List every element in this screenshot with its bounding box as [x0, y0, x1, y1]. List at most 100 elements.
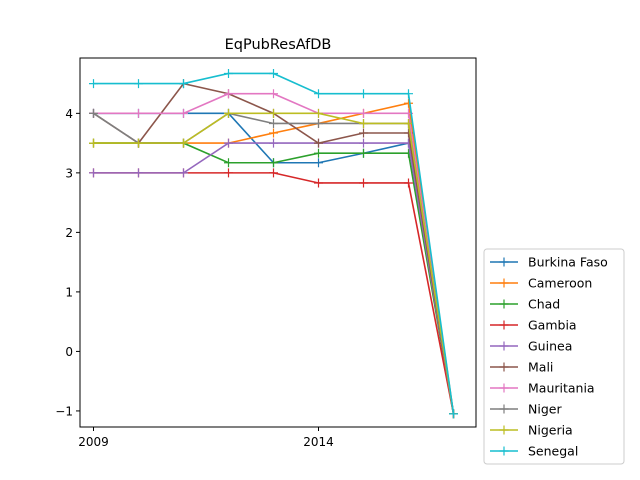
legend-item: Chad	[490, 297, 560, 312]
legend-item: Gambia	[490, 318, 577, 333]
data-point	[179, 138, 188, 148]
legend: Burkina Faso Cameroon Chad Gambia Guinea Mali…	[483, 248, 625, 465]
data-point	[224, 138, 233, 148]
plot-lines	[89, 68, 458, 419]
y-tick-label: 2	[65, 226, 73, 240]
data-point	[224, 68, 233, 78]
data-point	[89, 138, 98, 148]
series-3	[89, 168, 458, 419]
legend-label: Senegal	[528, 444, 578, 459]
data-point	[314, 138, 323, 148]
data-point	[314, 158, 323, 168]
data-point	[359, 118, 368, 128]
data-point	[269, 138, 278, 148]
data-point	[224, 108, 233, 118]
series-4	[89, 138, 458, 419]
data-point	[404, 178, 413, 188]
data-point	[179, 108, 188, 118]
series-6	[89, 89, 458, 419]
x-tick-label: 2014	[303, 435, 334, 449]
x-tick-label: 2009	[78, 435, 109, 449]
legend-label: Mali	[528, 360, 553, 375]
legend-item: Mali	[490, 360, 553, 375]
data-point	[224, 89, 233, 99]
data-point	[89, 108, 98, 118]
chart-title: EqPubResAfDB	[225, 37, 332, 53]
data-point	[269, 128, 278, 138]
legend-label: Gambia	[528, 318, 577, 333]
data-point	[134, 108, 143, 118]
data-point	[314, 118, 323, 128]
legend-label: Mauritania	[528, 381, 595, 396]
y-tick-label: −1	[55, 404, 73, 418]
plot-frame	[79, 57, 477, 428]
data-point	[134, 79, 143, 89]
data-point	[314, 108, 323, 118]
legend-marker	[499, 446, 509, 456]
series-line	[93, 172, 455, 415]
legend-marker	[499, 320, 509, 330]
y-tick-label: 3	[65, 166, 73, 180]
data-point	[179, 79, 188, 89]
legend-marker	[499, 362, 509, 372]
legend-label: Burkina Faso	[528, 255, 608, 270]
series-8	[89, 108, 458, 419]
data-point	[89, 79, 98, 89]
legend-marker	[499, 341, 509, 351]
data-point	[134, 138, 143, 148]
data-point	[269, 68, 278, 78]
legend-box	[483, 248, 625, 465]
y-tick-label: 1	[65, 285, 73, 299]
series-line	[93, 102, 455, 415]
data-point	[449, 409, 458, 419]
data-point	[359, 148, 368, 158]
legend-marker	[499, 425, 509, 435]
legend-marker	[499, 257, 509, 267]
legend-label: Chad	[528, 297, 560, 312]
series-9	[89, 68, 458, 419]
series-2	[89, 138, 458, 419]
data-point	[404, 118, 413, 128]
y-tick-label: 4	[65, 107, 73, 121]
data-point	[359, 178, 368, 188]
data-point	[224, 158, 233, 168]
data-point	[269, 168, 278, 178]
legend-label: Niger	[528, 402, 562, 417]
data-point	[179, 168, 188, 178]
data-point	[314, 148, 323, 158]
legend-item: Nigeria	[490, 423, 573, 438]
legend-label: Cameroon	[528, 276, 592, 291]
legend-item: Burkina Faso	[490, 255, 608, 270]
data-point	[89, 168, 98, 178]
data-point	[359, 89, 368, 99]
data-point	[404, 89, 413, 99]
legend-item: Guinea	[490, 339, 572, 354]
legend-item: Mauritania	[490, 381, 595, 396]
legend-marker	[499, 383, 509, 393]
data-point	[269, 158, 278, 168]
data-point	[134, 168, 143, 178]
legend-marker	[499, 299, 509, 309]
data-point	[269, 89, 278, 99]
data-point	[314, 89, 323, 99]
y-tick-label: 0	[65, 345, 73, 359]
data-point	[314, 178, 323, 188]
data-point	[359, 128, 368, 138]
data-point	[269, 108, 278, 118]
legend-item: Niger	[490, 402, 562, 417]
legend-marker	[499, 278, 509, 288]
series-7	[89, 108, 458, 419]
data-point	[359, 108, 368, 118]
series-0	[89, 108, 458, 419]
legend-item: Cameroon	[490, 276, 592, 291]
data-point	[269, 118, 278, 128]
legend-item: Senegal	[490, 444, 578, 459]
data-point	[404, 98, 413, 108]
data-point	[224, 168, 233, 178]
legend-label: Guinea	[528, 339, 572, 354]
data-point	[359, 138, 368, 148]
legend-label: Nigeria	[528, 423, 573, 438]
axis-ticks: −1 0 1 2 3 4 2009 2014	[55, 107, 333, 449]
